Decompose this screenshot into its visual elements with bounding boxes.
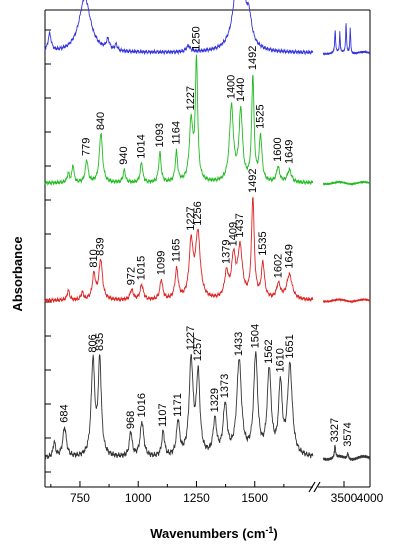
peak-label: 840: [95, 112, 107, 130]
peak-label: 1329: [209, 388, 221, 412]
peak-label: 1015: [136, 256, 148, 280]
x-tick-label: 1250: [183, 491, 210, 505]
peak-label: 684: [59, 404, 71, 422]
peak-label: 1649: [283, 140, 295, 164]
peak-label: 1492: [247, 46, 259, 70]
x-axis-title: Wavenumbers (cm-1): [150, 525, 277, 541]
peak-label: 1373: [219, 374, 231, 398]
spectrum-4-line-high: [322, 444, 371, 462]
break-slash-2: [313, 481, 321, 493]
peak-label: 1227: [185, 206, 197, 230]
peak-label: 1164: [170, 121, 182, 145]
peak-label: 1651: [284, 334, 296, 358]
peak-label: 1433: [233, 332, 245, 356]
peak-label: 1227: [185, 326, 197, 350]
peak-label: 1562: [263, 339, 275, 363]
y-axis-ticks: [45, 29, 51, 473]
x-axis-ticks: 750 1000 1250 1500 3500 4000: [50, 481, 384, 505]
peak-label: 1440: [235, 78, 247, 102]
spectrum-4-line: [44, 351, 314, 460]
peak-label: 1165: [171, 239, 183, 263]
spectra-lines: [44, 0, 371, 462]
peak-label: 1610: [274, 348, 286, 372]
peak-label: 1602: [273, 254, 285, 278]
peak-label: 839: [95, 238, 107, 256]
peak-label: 1525: [255, 104, 267, 128]
peak-label: 779: [81, 138, 93, 156]
peak-label: 1227: [185, 86, 197, 110]
x-tick-label: 1000: [125, 491, 152, 505]
peak-label: 1649: [283, 244, 295, 268]
peak-label: 1093: [154, 123, 166, 147]
peak-labels: 7711433779840940101410931164122712501400…: [59, 26, 354, 447]
break-slash-1: [308, 481, 316, 493]
x-tick-label: 3500: [331, 491, 358, 505]
peak-label: 1256: [192, 201, 204, 225]
peak-label: 1379: [221, 239, 233, 263]
peak-label: 1504: [250, 324, 262, 348]
peak-label: 806: [87, 334, 99, 352]
peak-label: 835: [94, 333, 106, 351]
spectrum-1-line: [44, 0, 314, 56]
axis-break-mark: [308, 481, 321, 493]
peak-label: 1250: [190, 26, 202, 50]
x-axis-title-main: Wavenumbers (cm: [150, 526, 265, 541]
peak-label: 972: [126, 267, 138, 285]
peak-label: 1107: [157, 403, 169, 427]
spectrum-3-line-high: [322, 297, 371, 304]
peak-label: 1600: [272, 137, 284, 161]
spectrum-2-line: [44, 54, 314, 186]
spectrum-1-line-high: [322, 23, 371, 56]
peak-label: 1014: [136, 134, 148, 158]
x-tick-label: 4000: [357, 491, 384, 505]
x-axis-title-superscript: -1: [265, 525, 273, 535]
y-axis-title: Absorbance: [10, 236, 25, 311]
peak-label: 1400: [225, 75, 237, 99]
x-axis-title-close: ): [273, 526, 277, 541]
peak-label: 3574: [342, 422, 354, 446]
peak-label: 1171: [172, 393, 184, 417]
x-tick-label: 1500: [241, 491, 268, 505]
peak-label: 1437: [234, 213, 246, 237]
peak-label: 3327: [329, 418, 341, 442]
peak-label: 1492: [247, 168, 259, 192]
peak-label: 1257: [192, 337, 204, 361]
peak-label: 1535: [257, 231, 269, 255]
peak-label: 1099: [155, 251, 167, 275]
peak-label: 968: [125, 411, 137, 429]
x-tick-label: 750: [70, 491, 90, 505]
spectrum-3-line: [44, 196, 314, 304]
peak-label: 940: [118, 146, 130, 164]
peak-label: 810: [88, 249, 100, 267]
peak-label: 1409: [227, 222, 239, 246]
peak-label: 1016: [136, 393, 148, 417]
spectrum-2-line-high: [322, 180, 371, 187]
